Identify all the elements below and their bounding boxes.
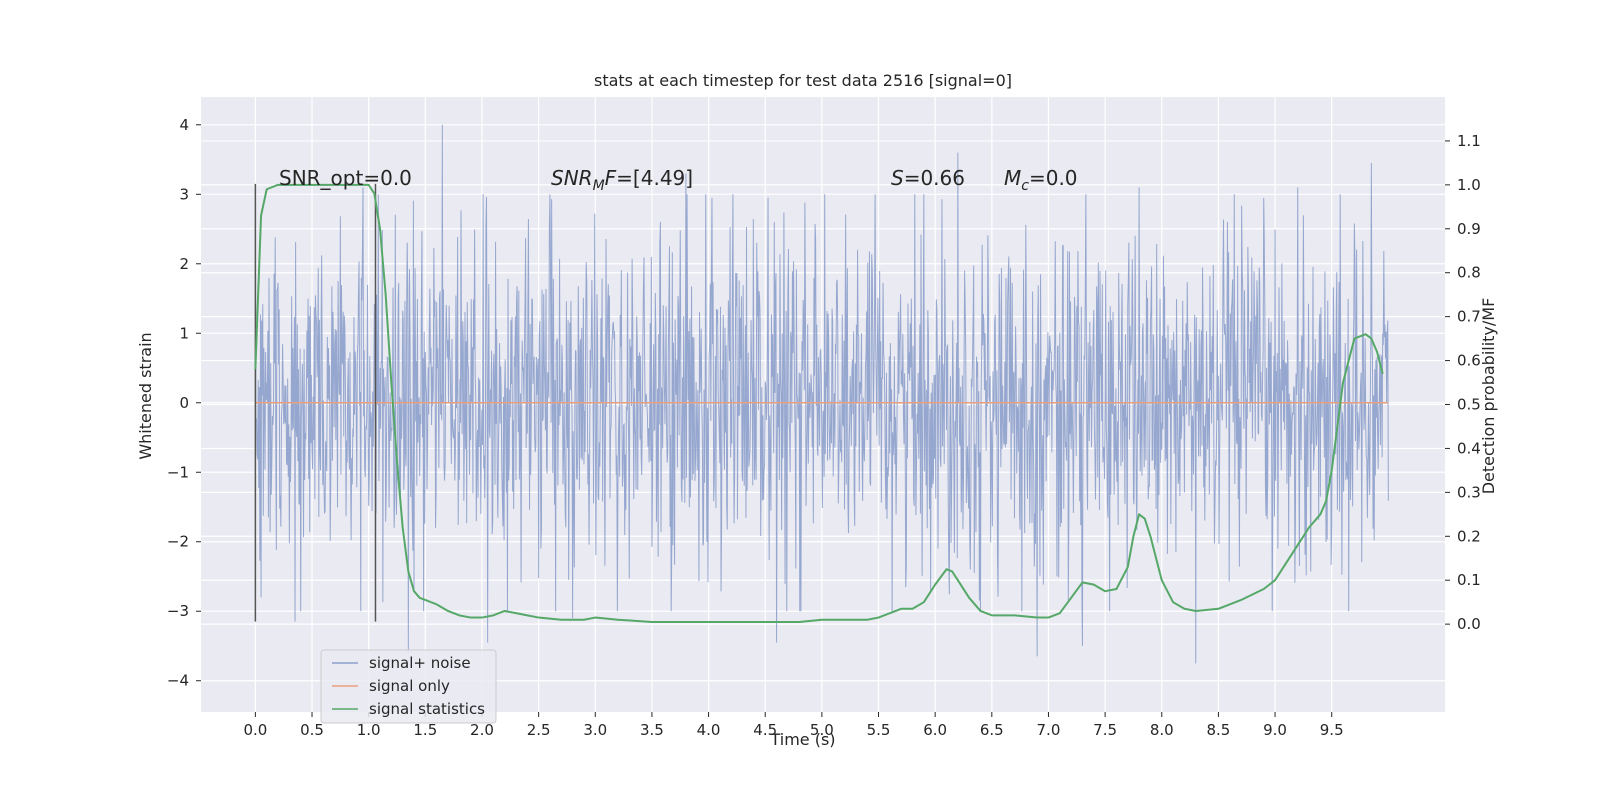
- y-left-tick-label: −1: [167, 463, 189, 481]
- y-left-axis-ticks: 4 3 2 1 0 −1 −2 −3 −4: [167, 116, 201, 690]
- y-right-tick-label: 0.4: [1457, 439, 1481, 457]
- x-tick-label: 3.5: [640, 721, 664, 739]
- x-tick-label: 4.5: [753, 721, 777, 739]
- annotation-snr-mf: SNRMF=[4.49]: [551, 166, 693, 194]
- x-tick-label: 6.0: [923, 721, 947, 739]
- legend-label-signal-noise: signal+ noise: [369, 654, 471, 672]
- x-tick-label: 2.0: [470, 721, 494, 739]
- annotation-s: S=0.66: [891, 166, 965, 190]
- noise-trace: [254, 124, 1389, 664]
- y-left-tick-label: −4: [167, 672, 189, 690]
- y-right-tick-label: 0.9: [1457, 220, 1481, 238]
- x-tick-label: 7.0: [1037, 721, 1061, 739]
- x-tick-label: 7.5: [1093, 721, 1117, 739]
- y-right-axis-label: Detection probability/MF: [1479, 298, 1498, 495]
- x-tick-label: 8.0: [1150, 721, 1174, 739]
- x-axis-label: Time (s): [769, 730, 835, 749]
- series-signal-noise: [254, 124, 1389, 664]
- y-left-tick-label: 2: [179, 255, 189, 273]
- y-right-tick-label: 1.1: [1457, 132, 1481, 150]
- y-right-tick-label: 0.5: [1457, 396, 1481, 414]
- annotation-mc: Mc=0.0: [1004, 166, 1078, 194]
- y-right-tick-label: 0.6: [1457, 352, 1481, 370]
- y-right-tick-label: 1.0: [1457, 176, 1481, 194]
- y-right-tick-label: 0.2: [1457, 527, 1481, 545]
- chart-title: stats at each timestep for test data 251…: [594, 71, 1012, 90]
- x-tick-label: 0.0: [243, 721, 267, 739]
- legend-label-signal-statistics: signal statistics: [369, 700, 485, 718]
- x-tick-label: 2.5: [527, 721, 551, 739]
- legend-label-signal-only: signal only: [369, 677, 450, 695]
- y-right-axis-ticks: 1.1 1.0 0.9 0.8 0.7 0.6 0.5 0.4 0.3 0.2 0.1 0.0: [1445, 132, 1481, 633]
- y-left-tick-label: 3: [179, 185, 189, 203]
- x-tick-label: 3.0: [583, 721, 607, 739]
- y-left-tick-label: 0: [179, 394, 189, 412]
- y-left-tick-label: 4: [179, 116, 189, 134]
- y-right-tick-label: 0.7: [1457, 308, 1481, 326]
- x-tick-label: 9.0: [1263, 721, 1287, 739]
- y-right-tick-label: 0.1: [1457, 571, 1481, 589]
- y-right-tick-label: 0.8: [1457, 264, 1481, 282]
- x-tick-label: 9.5: [1320, 721, 1344, 739]
- x-tick-label: 5.5: [867, 721, 891, 739]
- x-tick-label: 4.0: [697, 721, 721, 739]
- y-right-tick-label: 0.3: [1457, 483, 1481, 501]
- x-tick-label: 5.0: [810, 721, 834, 739]
- y-left-axis-label: Whitened strain: [136, 332, 155, 459]
- x-tick-label: 6.5: [980, 721, 1004, 739]
- x-tick-label: 1.0: [357, 721, 381, 739]
- x-tick-label: 1.5: [413, 721, 437, 739]
- y-left-tick-label: 1: [179, 324, 189, 342]
- y-right-tick-label: 0.0: [1457, 615, 1481, 633]
- x-tick-label: 0.5: [300, 721, 324, 739]
- vertical-markers: [254, 183, 377, 622]
- y-left-tick-label: −2: [167, 533, 189, 551]
- x-axis-ticks: 0.0 0.5 1.0 1.5 2.0 2.5 3.0 3.5 4.0 4.5 5.0 5.5 6.0 6…: [243, 712, 1344, 739]
- legend: signal+ noise signal only signal statist…: [320, 649, 497, 724]
- series-signal-statistics: [254, 183, 1384, 623]
- y-left-tick-label: −3: [167, 602, 189, 620]
- x-tick-label: 8.5: [1206, 721, 1230, 739]
- annotation-snr-opt: SNR_opt=0.0: [279, 166, 412, 190]
- legend-box: [320, 649, 497, 724]
